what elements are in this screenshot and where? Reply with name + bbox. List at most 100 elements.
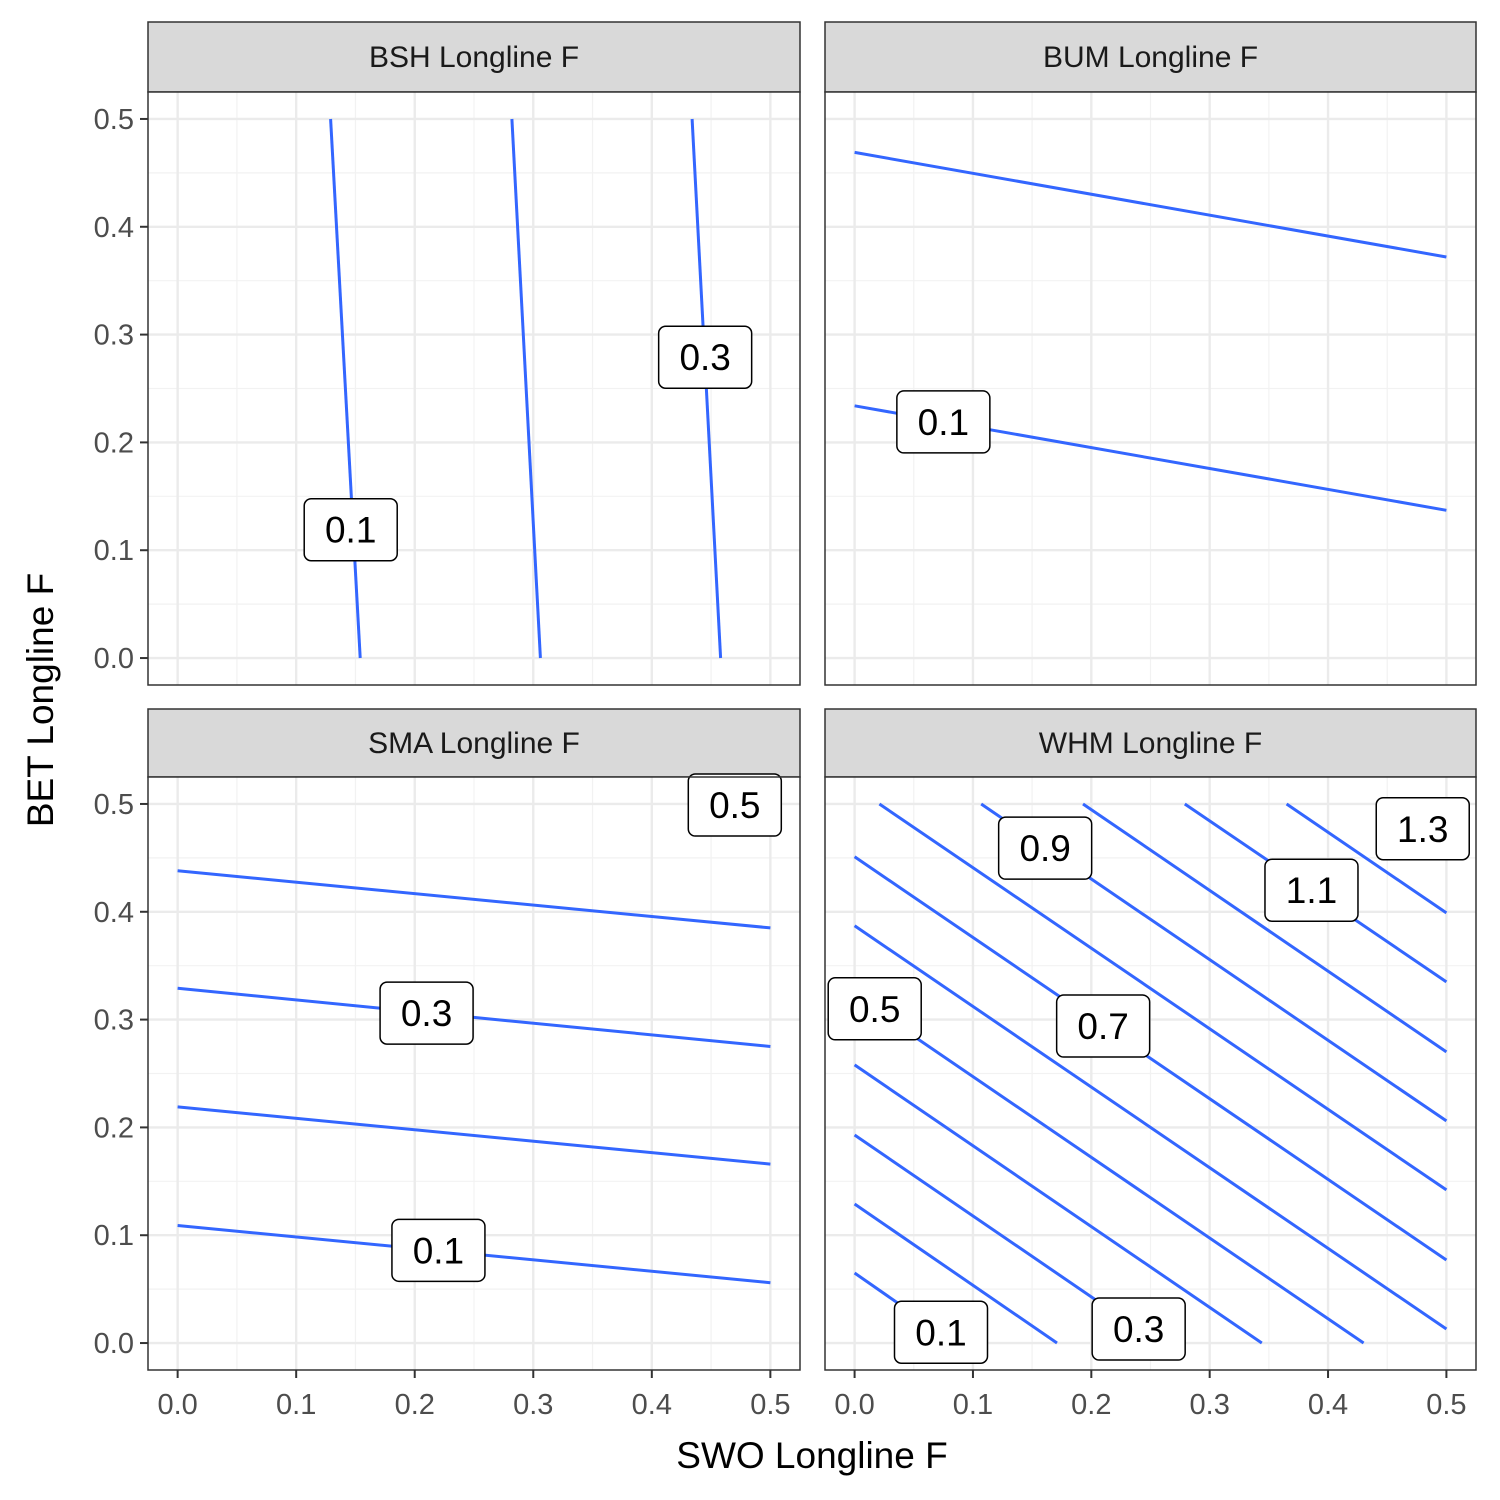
panel-title: BSH Longline F — [369, 41, 579, 74]
x-tick-label: 0.3 — [513, 1389, 553, 1421]
y-tick-label: 0.1 — [94, 535, 134, 567]
contour-labels: 0.1 0.3 0.5 — [379, 773, 783, 1283]
y-tick-label: 0.4 — [94, 212, 134, 244]
contour-label-text: 1.1 — [1286, 870, 1337, 911]
y-tick-label: 0.2 — [94, 427, 134, 459]
contour-line — [853, 1202, 1058, 1345]
y-axis-title: BET Longline F — [20, 573, 61, 827]
contour-label: 0.9 — [997, 816, 1093, 880]
contour-line — [853, 855, 1448, 1262]
contour-line — [510, 118, 542, 659]
contour-label: 1.1 — [1264, 858, 1359, 922]
contour-label-text: 0.5 — [709, 785, 760, 826]
contour-label: 0.1 — [893, 1300, 989, 1365]
y-axis: 0.0 0.1 0.2 0.3 0.4 0.5 — [94, 104, 148, 675]
contour-line — [177, 869, 771, 930]
x-tick-label: 0.5 — [1426, 1389, 1466, 1421]
contour-label-text: 0.1 — [413, 1230, 464, 1271]
contour-label: 0.1 — [391, 1218, 486, 1283]
panel-2: BUM Longline F 0.1 — [824, 21, 1477, 686]
x-tick-label: 0.1 — [276, 1389, 316, 1421]
y-tick-label: 0.5 — [94, 789, 134, 821]
panel-1: BSH Longline F 0.1 0.3 0.0 0.1 0.2 0.3 0.4 0.5 — [94, 21, 801, 686]
contour-label-text: 0.7 — [1077, 1006, 1128, 1047]
contour-line — [854, 150, 1447, 259]
panel-strip — [147, 708, 801, 778]
y-tick-label: 0.3 — [94, 320, 134, 352]
panel-title: WHM Longline F — [1039, 727, 1262, 760]
contour-label-box — [391, 1218, 486, 1283]
panel-3: SMA Longline F0.10.30.50.00.10.20.30.40.… — [94, 708, 801, 1421]
contour-line — [329, 118, 362, 659]
contour-label-box — [827, 977, 922, 1041]
contour-labels: 0.1 0.3 — [303, 325, 753, 562]
contour-label-box — [1091, 1297, 1186, 1361]
x-tick-label: 0.1 — [953, 1389, 993, 1421]
contour-labels: 0.1 0.3 0.5 0.7 0.9 1.1 1.3 — [827, 797, 1470, 1365]
panel-border — [824, 776, 1477, 1371]
y-tick-label: 0.1 — [94, 1220, 134, 1252]
panel-strip — [824, 708, 1477, 778]
contour-label-box — [657, 325, 753, 389]
x-tick-label: 0.0 — [157, 1389, 197, 1421]
contour-line — [1285, 802, 1448, 915]
contour-label: 1.3 — [1375, 797, 1470, 861]
contour-label: 0.7 — [1055, 994, 1151, 1058]
contour-label-box — [1375, 797, 1470, 861]
contour-line — [1082, 802, 1448, 1054]
y-axis: 0.0 0.1 0.2 0.3 0.4 0.5 — [94, 789, 148, 1360]
contour-line — [878, 802, 1448, 1192]
x-tick-label: 0.0 — [834, 1389, 874, 1421]
x-axis: 0.0 0.1 0.2 0.3 0.4 0.5 — [157, 1370, 791, 1421]
contour-label: 0.3 — [379, 981, 474, 1045]
x-tick-label: 0.2 — [1071, 1389, 1111, 1421]
contour-label-text: 0.3 — [1113, 1309, 1164, 1350]
contour-label-text: 0.9 — [1019, 828, 1070, 869]
x-tick-label: 0.2 — [395, 1389, 435, 1421]
panel-border — [147, 776, 801, 1371]
contour-label-text: 0.1 — [918, 402, 969, 443]
panel-grid — [148, 92, 800, 685]
y-tick-label: 0.2 — [94, 1112, 134, 1144]
x-tick-label: 0.3 — [1190, 1389, 1230, 1421]
y-tick-label: 0.4 — [94, 897, 134, 929]
panel-4: WHM Longline F0.1 0.30.5 0.70.91.11.30.0 0.… — [824, 708, 1477, 1421]
x-axis-title: SWO Longline F — [676, 1435, 947, 1476]
x-tick-label: 0.4 — [632, 1389, 672, 1421]
contour-label-text: 0.3 — [679, 337, 730, 378]
contour-label-box — [303, 497, 398, 562]
contour-label: 0.1 — [896, 390, 991, 454]
contour-label: 0.3 — [1091, 1297, 1186, 1361]
contour-label-box — [379, 981, 474, 1045]
contour-label-text: 1.3 — [1397, 809, 1448, 850]
y-tick-label: 0.3 — [94, 1005, 134, 1037]
contour-label: 0.5 — [687, 773, 783, 837]
panel-grid — [825, 92, 1476, 685]
contour-label: 0.1 — [303, 497, 398, 562]
x-axis: 0.0 0.1 0.2 0.3 0.4 0.5 — [834, 1370, 1467, 1421]
facet-panels: BSH Longline F 0.1 0.3 0.0 0.1 0.2 0.3 0.4 0.5 BU… — [94, 21, 1477, 1421]
contour-line — [853, 1063, 1263, 1345]
contour-line — [853, 994, 1365, 1345]
contour-label-text: 0.5 — [849, 989, 900, 1030]
x-tick-label: 0.4 — [1308, 1389, 1348, 1421]
contour-label-box — [893, 1300, 989, 1365]
contour-label-box — [997, 816, 1093, 880]
panel-strip — [824, 21, 1477, 93]
contour-label-box — [1055, 994, 1151, 1058]
panel-border — [824, 91, 1477, 686]
x-tick-label: 0.5 — [750, 1389, 790, 1421]
contour-label-text: 0.1 — [915, 1312, 966, 1353]
contour-line — [177, 1105, 771, 1166]
contour-label-text: 0.1 — [325, 510, 376, 551]
contour-line — [853, 924, 1448, 1331]
panel-title: SMA Longline F — [368, 727, 580, 760]
contour-label-box — [896, 390, 991, 454]
contour-lines — [853, 802, 1448, 1345]
panel-strip — [147, 21, 801, 93]
contour-label-box — [687, 773, 783, 837]
y-tick-label: 0.5 — [94, 104, 134, 136]
contour-line — [177, 986, 771, 1048]
contour-label-text: 0.3 — [401, 993, 452, 1034]
